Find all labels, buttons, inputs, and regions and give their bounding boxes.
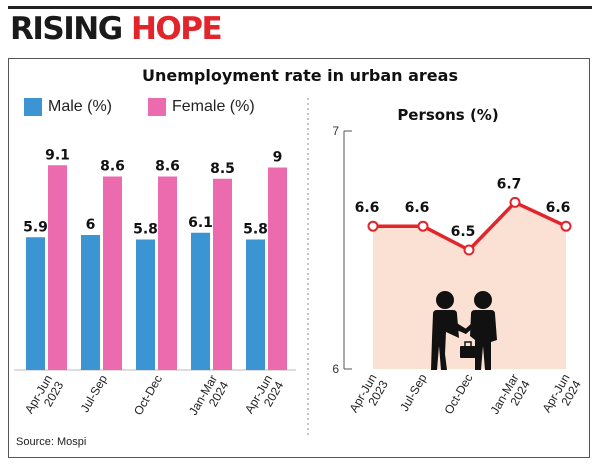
persons-point-5 <box>560 220 572 232</box>
headline-part-2: HOPE <box>130 11 223 47</box>
bar-label-male-4: 6.1 <box>188 215 213 231</box>
bar-label-female-4: 8.5 <box>210 161 235 177</box>
legend-female-label: Female (%) <box>172 98 255 115</box>
line-tick-2: Jul-Sep <box>397 371 430 414</box>
bar-label-male-5: 5.8 <box>243 222 268 238</box>
bar-tick-1: Apr-Jun2023 <box>22 372 67 422</box>
legend-male: Male (%) <box>24 98 112 116</box>
bar-male-2 <box>81 235 100 370</box>
bar-female-3 <box>158 176 177 370</box>
bar-male-1 <box>26 237 45 370</box>
handshake-illustration <box>431 291 497 370</box>
persons-label-2: 6.6 <box>405 200 430 216</box>
bar-tick-2: Jul-Sep <box>78 372 111 415</box>
bar-label-female-2: 8.6 <box>100 159 125 175</box>
chart-title: Unemployment rate in urban areas <box>142 66 458 85</box>
persons-point-2 <box>417 220 429 232</box>
bar-label-female-5: 9 <box>273 150 283 166</box>
bar-label-male-2: 6 <box>86 217 96 233</box>
bar-male-3 <box>136 239 155 370</box>
bar-male-5 <box>246 239 265 370</box>
headline-part-1: RISING <box>10 11 131 47</box>
bar-female-4 <box>213 178 232 370</box>
line-tick-1: Apr-Jun2023 <box>346 371 391 421</box>
persons-area <box>373 202 566 369</box>
line-y-label-top: 7 <box>332 124 339 138</box>
bar-female-5 <box>268 167 287 370</box>
headline: RISING HOPE <box>10 11 223 47</box>
persons-point-4 <box>509 196 521 208</box>
bar-female-2 <box>103 176 122 370</box>
legend-female: Female (%) <box>148 98 255 116</box>
legend-male-label: Male (%) <box>48 98 113 115</box>
bar-label-female-1: 9.1 <box>45 147 70 163</box>
bar-tick-5: Apr-Jun2024 <box>242 372 287 422</box>
top-rule <box>8 6 592 9</box>
source-note: Source: Mospi <box>16 436 87 448</box>
persons-label-3: 6.5 <box>451 224 476 240</box>
line-chart-title: Persons (%) <box>397 106 498 124</box>
line-tick-5: Apr-Jun2024 <box>539 371 584 421</box>
bar-label-female-3: 8.6 <box>155 159 180 175</box>
bar-label-male-3: 5.8 <box>133 222 158 238</box>
bar-male-4 <box>191 232 210 370</box>
bar-label-male-1: 5.9 <box>23 219 48 235</box>
persons-label-4: 6.7 <box>497 176 522 192</box>
persons-point-1 <box>367 220 379 232</box>
line-tick-3: Oct-Dec <box>441 372 475 417</box>
bar-female-1 <box>48 165 67 370</box>
line-y-label-bottom: 6 <box>332 362 339 376</box>
line-tick-4: Jan-Mar2024 <box>487 371 533 423</box>
bar-tick-4: Jan-Mar2024 <box>186 372 232 424</box>
persons-label-5: 6.6 <box>546 200 571 216</box>
persons-point-3 <box>463 244 475 256</box>
bar-tick-3: Oct-Dec <box>131 373 165 418</box>
legend-female-swatch <box>148 98 166 116</box>
persons-label-1: 6.6 <box>355 200 380 216</box>
legend-male-swatch <box>24 98 42 116</box>
